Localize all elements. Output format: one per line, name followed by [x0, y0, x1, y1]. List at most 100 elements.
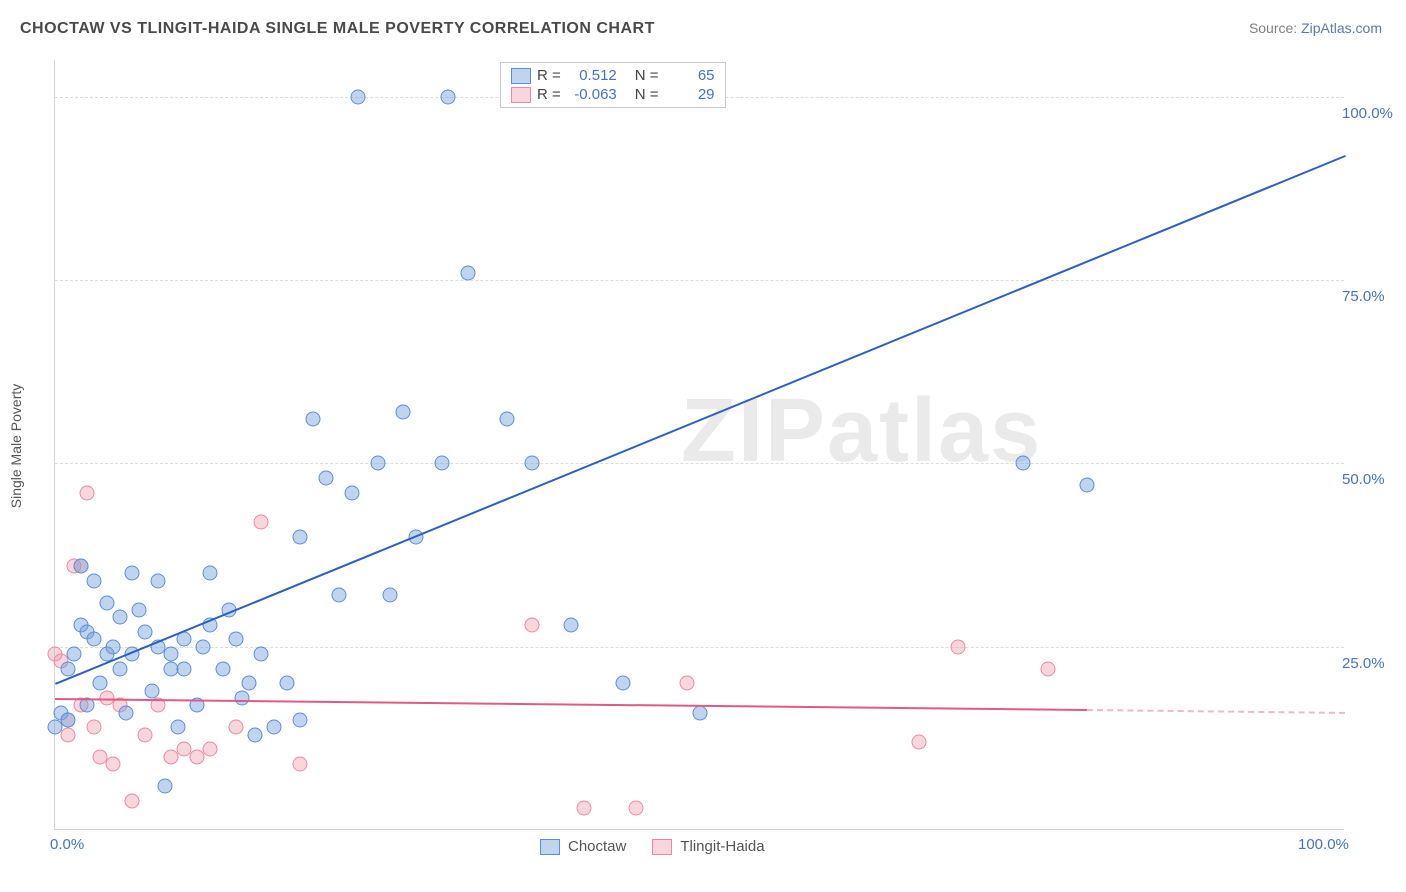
data-point-tlingit [254, 515, 269, 530]
data-point-choctaw [460, 265, 475, 280]
data-point-choctaw [615, 676, 630, 691]
data-point-choctaw [60, 661, 75, 676]
source-label: Source: [1249, 20, 1297, 36]
data-point-choctaw [280, 676, 295, 691]
data-point-choctaw [60, 713, 75, 728]
data-point-tlingit [525, 617, 540, 632]
data-point-tlingit [106, 757, 121, 772]
x-tick-label: 100.0% [1298, 836, 1349, 853]
data-point-choctaw [499, 412, 514, 427]
trend-line-choctaw [55, 155, 1346, 685]
data-point-choctaw [693, 705, 708, 720]
data-point-tlingit [60, 727, 75, 742]
y-tick-label: 75.0% [1342, 288, 1385, 305]
data-point-tlingit [202, 742, 217, 757]
data-point-choctaw [196, 639, 211, 654]
data-point-choctaw [247, 727, 262, 742]
data-point-tlingit [576, 801, 591, 816]
trend-line-tlingit [55, 698, 1087, 711]
data-point-choctaw [67, 647, 82, 662]
data-point-tlingit [1041, 661, 1056, 676]
data-point-choctaw [564, 617, 579, 632]
stat-n-label: N = [635, 86, 659, 103]
data-point-choctaw [170, 720, 185, 735]
source-value: ZipAtlas.com [1301, 20, 1382, 36]
data-point-choctaw [1080, 478, 1095, 493]
data-point-choctaw [441, 89, 456, 104]
legend-item-tlingit: Tlingit-Haida [652, 838, 764, 855]
data-point-tlingit [125, 793, 140, 808]
data-point-choctaw [86, 632, 101, 647]
chart-title: CHOCTAW VS TLINGIT-HAIDA SINGLE MALE POV… [20, 20, 655, 38]
data-point-choctaw [112, 661, 127, 676]
stat-r-value-choctaw: 0.512 [567, 67, 617, 84]
data-point-choctaw [73, 559, 88, 574]
data-point-choctaw [157, 779, 172, 794]
data-point-tlingit [628, 801, 643, 816]
data-point-choctaw [164, 647, 179, 662]
y-tick-label: 50.0% [1342, 471, 1385, 488]
data-point-choctaw [383, 588, 398, 603]
data-point-choctaw [151, 573, 166, 588]
data-point-choctaw [370, 456, 385, 471]
data-point-choctaw [106, 639, 121, 654]
data-point-choctaw [118, 705, 133, 720]
data-point-choctaw [99, 595, 114, 610]
gridline [55, 647, 1344, 648]
data-point-choctaw [177, 661, 192, 676]
data-point-choctaw [138, 625, 153, 640]
data-point-choctaw [131, 603, 146, 618]
swatch-choctaw-icon [511, 68, 531, 84]
data-point-choctaw [435, 456, 450, 471]
y-tick-label: 25.0% [1342, 655, 1385, 672]
trend-line-tlingit-ext [1087, 709, 1345, 714]
stat-n-label: N = [635, 67, 659, 84]
data-point-tlingit [138, 727, 153, 742]
data-point-choctaw [318, 471, 333, 486]
data-point-choctaw [215, 661, 230, 676]
legend-item-choctaw: Choctaw [540, 838, 626, 855]
stat-n-value-tlingit: 29 [665, 86, 715, 103]
data-point-choctaw [202, 566, 217, 581]
stats-row-tlingit: R = -0.063 N = 29 [511, 86, 715, 103]
swatch-tlingit-icon [652, 839, 672, 855]
data-point-choctaw [112, 610, 127, 625]
gridline [55, 463, 1344, 464]
stat-r-label: R = [537, 86, 561, 103]
data-point-choctaw [93, 676, 108, 691]
stat-n-value-choctaw: 65 [665, 67, 715, 84]
data-point-tlingit [86, 720, 101, 735]
data-point-choctaw [306, 412, 321, 427]
data-point-choctaw [228, 632, 243, 647]
data-point-choctaw [293, 713, 308, 728]
gridline [55, 280, 1344, 281]
data-point-choctaw [331, 588, 346, 603]
data-point-tlingit [912, 735, 927, 750]
data-point-choctaw [144, 683, 159, 698]
stat-r-label: R = [537, 67, 561, 84]
data-point-choctaw [241, 676, 256, 691]
data-point-tlingit [680, 676, 695, 691]
data-point-tlingit [951, 639, 966, 654]
swatch-choctaw-icon [540, 839, 560, 855]
y-axis-label: Single Male Poverty [8, 384, 24, 509]
y-tick-label: 100.0% [1342, 105, 1393, 122]
legend-bottom: Choctaw Tlingit-Haida [540, 838, 765, 855]
data-point-choctaw [293, 529, 308, 544]
data-point-tlingit [80, 485, 95, 500]
swatch-tlingit-icon [511, 87, 531, 103]
legend-label-tlingit: Tlingit-Haida [680, 838, 764, 855]
data-point-choctaw [254, 647, 269, 662]
stat-r-value-tlingit: -0.063 [567, 86, 617, 103]
chart-plot-area: ZIPatlas [54, 60, 1344, 830]
correlation-stats-box: R = 0.512 N = 65 R = -0.063 N = 29 [500, 62, 726, 108]
data-point-choctaw [235, 691, 250, 706]
x-tick-label: 0.0% [50, 836, 84, 853]
data-point-tlingit [228, 720, 243, 735]
data-point-choctaw [351, 89, 366, 104]
stats-row-choctaw: R = 0.512 N = 65 [511, 67, 715, 84]
source-attribution: Source: ZipAtlas.com [1249, 20, 1382, 36]
data-point-choctaw [125, 566, 140, 581]
legend-label-choctaw: Choctaw [568, 838, 626, 855]
data-point-choctaw [396, 405, 411, 420]
